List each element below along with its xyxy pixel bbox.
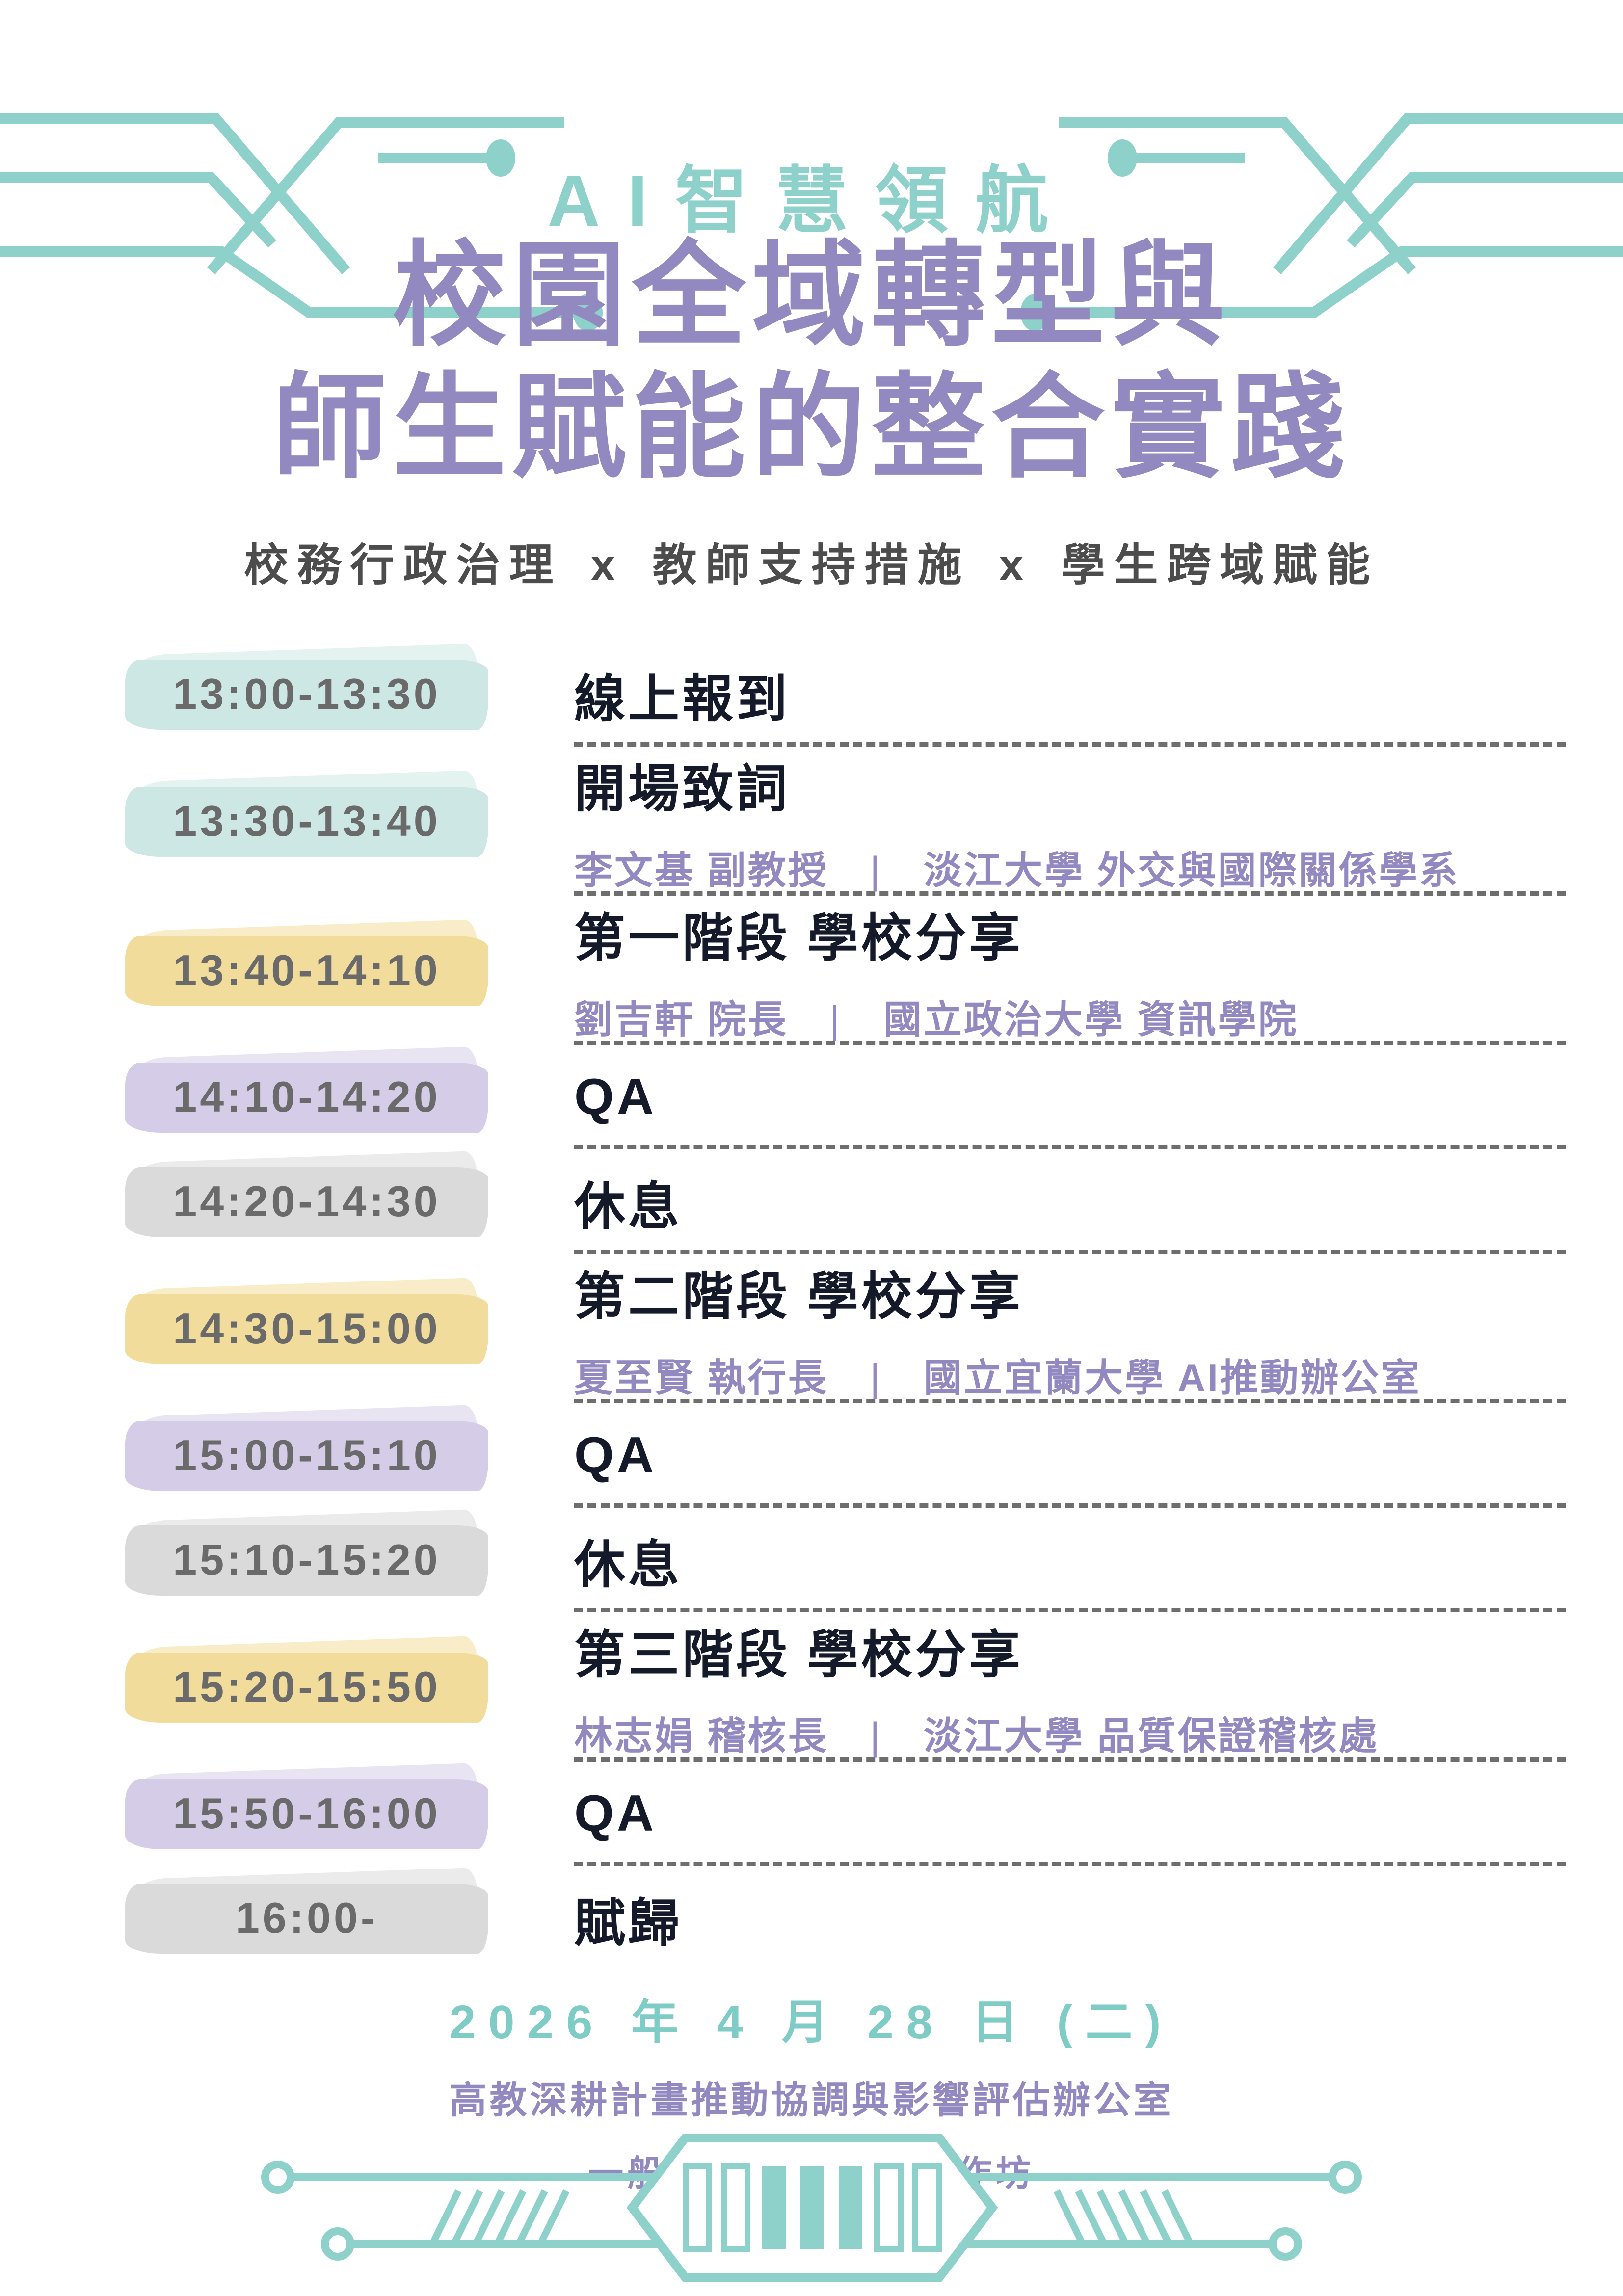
session-title: 第二階段 學校分享: [574, 1268, 1023, 1325]
session-title: 賦歸: [574, 1895, 683, 1952]
time-label: 14:30-15:00: [173, 1304, 441, 1353]
time-label: 13:00-13:30: [173, 669, 441, 718]
subtitle-topic-3: 學生跨域賦能: [1061, 541, 1379, 590]
dashed-divider: [574, 1250, 1566, 1254]
time-label: 16:00-: [235, 1894, 378, 1942]
poster-title-line-2: 師生賦能的整合實踐: [272, 364, 1351, 492]
speaker-separator: |: [870, 1714, 882, 1758]
time-label: 15:10-15:20: [173, 1535, 441, 1584]
dashed-divider: [574, 1041, 1566, 1045]
circuit-dots-left: [486, 139, 603, 331]
time-badge: 15:10-15:20: [125, 1519, 488, 1601]
speaker-name: 李文基 副教授: [574, 849, 828, 892]
time-badge: 15:00-15:10: [125, 1415, 488, 1496]
organizer: 高教深耕計畫推動協調與影響評估辦公室: [449, 2080, 1174, 2121]
speaker-name: 夏至賢 執行長: [574, 1356, 828, 1399]
dashed-divider: [574, 1503, 1566, 1508]
session-title: 第三階段 學校分享: [574, 1627, 1023, 1683]
speaker-name: 林志娟 稽核長: [574, 1714, 828, 1758]
schedule-row: 13:30-13:40 開場致詞 李文基 副教授 | 淡江大學 外交與國際關係學系: [125, 757, 1566, 892]
speaker-line: 夏至賢 執行長 | 國立宜蘭大學 AI推動辦公室: [574, 1347, 1566, 1402]
time-badge: 14:10-14:20: [125, 1056, 488, 1138]
schedule-row: 15:00-15:10 QA: [125, 1414, 1566, 1496]
subtitle-x-separator: x: [590, 541, 624, 590]
schedule-row: 14:20-14:30 休息: [125, 1160, 1566, 1243]
schedule-row: 16:00- 賦歸: [125, 1877, 1566, 1959]
dashed-divider: [574, 742, 1566, 747]
dashed-divider: [574, 1608, 1566, 1612]
time-label: 13:40-14:10: [173, 945, 441, 994]
schedule-row: 15:50-16:00 QA: [125, 1772, 1566, 1855]
event-date: 2026 年 4 月 28 日 (二): [449, 1996, 1174, 2049]
time-label: 15:20-15:50: [173, 1662, 441, 1711]
time-label: 13:30-13:40: [173, 796, 441, 845]
subtitle-topic-2: 教師支持措施: [652, 541, 971, 590]
schedule-row: 15:20-15:50 第三階段 學校分享 林志娟 稽核長 | 淡江大學 品質保證稽…: [125, 1623, 1566, 1758]
time-badge: 15:20-15:50: [125, 1646, 488, 1728]
session-title: 開場致詞: [574, 761, 791, 818]
dashed-divider: [574, 1399, 1566, 1403]
schedule-row: 13:00-13:30 線上報到: [125, 653, 1566, 735]
session-title: QA: [574, 1426, 657, 1484]
time-label: 14:20-14:30: [173, 1177, 441, 1226]
session-title: QA: [574, 1785, 657, 1842]
session-title: QA: [574, 1068, 657, 1125]
speaker-line: 林志娟 稽核長 | 淡江大學 品質保證稽核處: [574, 1706, 1566, 1761]
speaker-separator: |: [870, 1356, 882, 1399]
speaker-separator: |: [829, 998, 842, 1041]
schedule-row: 14:10-14:20 QA: [125, 1056, 1566, 1138]
session-title: 休息: [574, 1536, 683, 1594]
speaker-name: 劉吉軒 院長: [574, 998, 788, 1041]
time-badge: 14:20-14:30: [125, 1161, 488, 1242]
top-circuit-decoration: [0, 113, 1623, 331]
dashed-divider: [574, 891, 1566, 896]
time-badge: 16:00-: [125, 1877, 488, 1959]
chip-leads-left: [261, 2161, 660, 2261]
speaker-separator: |: [870, 849, 882, 892]
chip-hexagon: [626, 2134, 998, 2282]
poster-title-line-1: 校園全域轉型與: [392, 232, 1231, 359]
schedule: 13:00-13:30 線上報到 13:30-13:40 開場致詞 李文基 副教…: [125, 653, 1566, 1959]
poster-title: 校園全域轉型與 師生賦能的整合實踐: [0, 230, 1623, 494]
schedule-row: 15:10-15:20 休息: [125, 1519, 1566, 1601]
session-title: 第一階段 學校分享: [574, 910, 1023, 967]
time-badge: 14:30-15:00: [125, 1288, 488, 1369]
time-badge: 13:00-13:30: [125, 653, 488, 735]
speaker-line: 劉吉軒 院長 | 國立政治大學 資訊學院: [574, 989, 1566, 1044]
bottom-circuit-decoration: [261, 2134, 1362, 2282]
session-title: 線上報到: [574, 670, 791, 728]
dashed-divider: [574, 1862, 1566, 1866]
speaker-org: 國立宜蘭大學 AI推動辦公室: [923, 1356, 1421, 1399]
session-title: 休息: [574, 1178, 683, 1235]
speaker-org: 國立政治大學 資訊學院: [883, 998, 1299, 1041]
poster-subtitle: 校務行政治理 x 教師支持措施 x 學生跨域賦能: [0, 529, 1623, 593]
time-badge: 15:50-16:00: [125, 1773, 488, 1854]
speaker-line: 李文基 副教授 | 淡江大學 外交與國際關係學系: [574, 840, 1566, 895]
speaker-org: 淡江大學 外交與國際關係學系: [923, 849, 1460, 892]
time-label: 14:10-14:20: [173, 1072, 441, 1121]
event-series-badge: AI智慧領航: [547, 160, 1076, 241]
subtitle-topic-1: 校務行政治理: [244, 541, 562, 590]
circuit-lines-right: [1020, 113, 1623, 331]
dashed-divider: [574, 1757, 1566, 1762]
time-label: 15:00-15:10: [173, 1431, 441, 1479]
time-badge: 13:30-13:40: [125, 780, 488, 862]
schedule-row: 14:30-15:00 第二階段 學校分享 夏至賢 執行長 | 國立宜蘭大學 AI推…: [125, 1265, 1566, 1399]
circuit-lines-left: [0, 113, 579, 318]
speaker-org: 淡江大學 品質保證稽核處: [923, 1714, 1379, 1758]
dashed-divider: [574, 1145, 1566, 1149]
subtitle-x-separator: x: [999, 541, 1033, 590]
time-badge: 13:40-14:10: [125, 930, 488, 1011]
schedule-row: 13:40-14:10 第一階段 學校分享 劉吉軒 院長 | 國立政治大學 資訊學院: [125, 907, 1566, 1041]
chip-leads-right: [963, 2161, 1362, 2261]
time-label: 15:50-16:00: [173, 1789, 441, 1838]
